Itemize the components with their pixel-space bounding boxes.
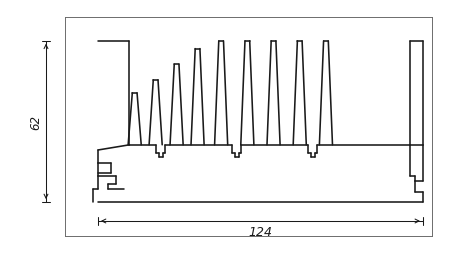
Text: 124: 124 bbox=[248, 226, 272, 239]
Text: 62: 62 bbox=[30, 115, 42, 129]
